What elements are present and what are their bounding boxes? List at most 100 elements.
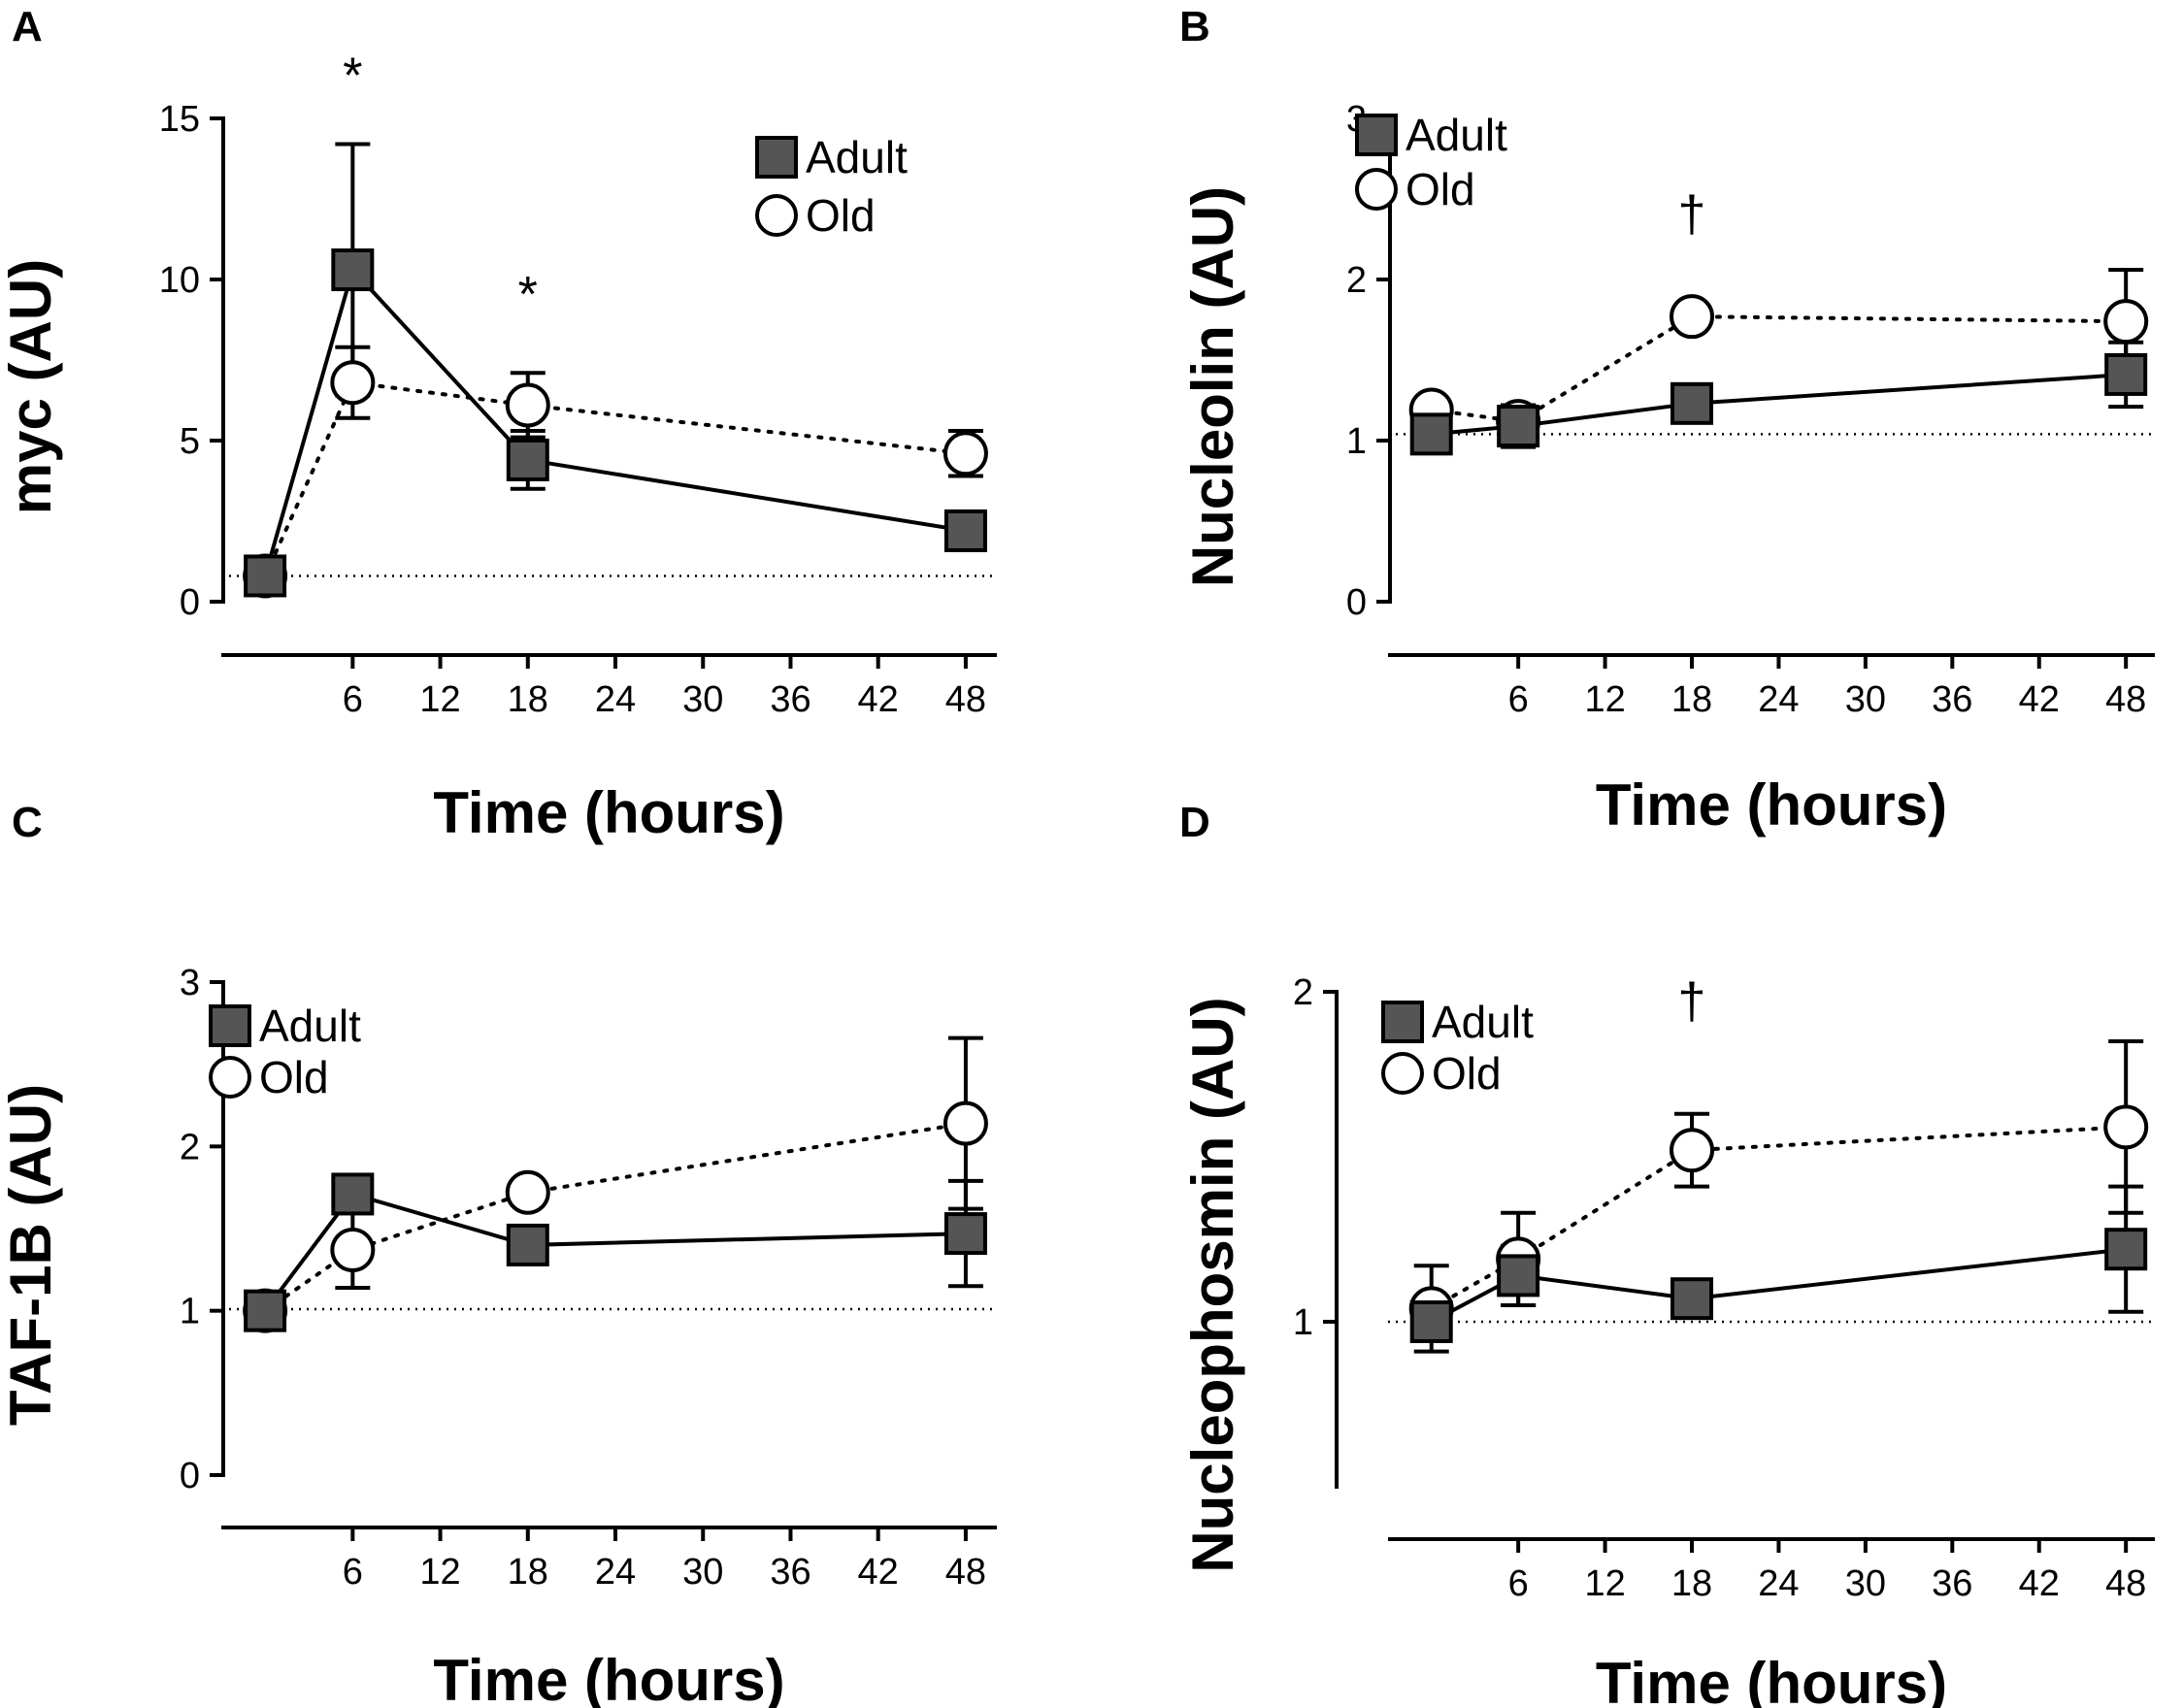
x-axis-title: Time (hours)	[1596, 1651, 1947, 1708]
x-tick-label: 12	[419, 1552, 460, 1593]
data-point-adult	[1670, 381, 1714, 425]
x-tick-label: 48	[945, 1552, 986, 1593]
data-point-old	[1670, 294, 1715, 340]
legend-label-adult: Adult	[1432, 997, 1534, 1047]
panel-letter: B	[1179, 3, 1210, 50]
data-point-old	[2103, 299, 2149, 345]
x-tick-label: 36	[770, 1552, 810, 1593]
y-tick-label: 1	[180, 1292, 200, 1332]
data-point-old	[505, 382, 550, 428]
data-point-adult	[1497, 1254, 1540, 1297]
x-tick-label: 42	[2019, 1563, 2060, 1604]
x-axis-title: Time (hours)	[433, 780, 784, 845]
legend-label-old: Old	[1432, 1048, 1502, 1099]
legend-label-adult: Adult	[806, 132, 908, 182]
x-tick-label: 6	[343, 1552, 363, 1593]
y-tick-label: 1	[1346, 421, 1367, 462]
x-tick-label: 36	[1932, 1563, 1972, 1604]
significance-marker: *	[518, 267, 538, 323]
data-point-adult	[1409, 412, 1453, 456]
data-point-adult	[506, 438, 549, 481]
legend-symbol-adult	[755, 136, 798, 179]
x-tick-label: 12	[419, 679, 460, 720]
legend-symbol-old	[1355, 168, 1398, 211]
series-line-adult	[263, 266, 968, 578]
data-point-adult	[506, 1223, 549, 1266]
series-line-old	[1429, 1125, 2129, 1311]
data-point-old	[2103, 1104, 2149, 1150]
x-tick-label: 18	[1671, 1563, 1712, 1604]
legend-symbol-adult	[209, 1004, 251, 1047]
legend-label-adult: Adult	[1406, 110, 1507, 160]
data-point-adult	[943, 1212, 987, 1256]
x-axis-title: Time (hours)	[433, 1648, 784, 1708]
data-point-old	[1670, 1128, 1715, 1173]
y-axis-title: myc (AU)	[0, 259, 63, 514]
x-tick-label: 18	[508, 1552, 548, 1593]
legend-symbol-adult	[1381, 1001, 1424, 1043]
series-line-adult	[1429, 1247, 2129, 1324]
significance-marker: *	[343, 48, 362, 104]
panel-a: A 0 5 10 15 6 12 18 24 30 36 42 48 Time (hours) myc (A…	[0, 3, 997, 845]
legend-symbol-old	[755, 194, 798, 237]
data-point-adult	[1409, 1300, 1453, 1343]
x-tick-label: 12	[1584, 1563, 1625, 1604]
y-tick-label: 0	[1346, 582, 1367, 623]
y-tick-label: 2	[1293, 972, 1313, 1013]
x-tick-label: 24	[595, 679, 636, 720]
x-tick-label: 48	[2105, 1563, 2146, 1604]
y-tick-label: 10	[159, 260, 200, 301]
y-tick-label: 0	[180, 1456, 200, 1496]
data-point-adult	[244, 554, 287, 598]
series-line-old	[1429, 314, 2129, 424]
x-tick-label: 24	[1758, 679, 1799, 720]
data-point-adult	[244, 1289, 287, 1332]
y-tick-label: 1	[1293, 1302, 1313, 1343]
data-point-adult	[2104, 1228, 2148, 1271]
legend-symbol-adult	[1355, 114, 1398, 156]
x-tick-label: 42	[858, 1552, 899, 1593]
data-point-adult	[1670, 1277, 1714, 1321]
data-point-old	[505, 1169, 550, 1215]
legend-label-adult: Adult	[259, 1001, 361, 1051]
significance-marker: †	[1678, 186, 1706, 243]
x-axis-title: Time (hours)	[1596, 772, 1947, 838]
y-tick-label: 5	[180, 421, 200, 462]
data-point-adult	[2104, 352, 2148, 396]
x-tick-label: 6	[343, 679, 363, 720]
x-tick-label: 18	[1671, 679, 1712, 720]
x-tick-label: 30	[682, 1552, 723, 1593]
legend-symbol-old	[209, 1056, 251, 1099]
y-axis-title: Nucleophosmin (AU)	[1180, 997, 1245, 1572]
x-tick-label: 36	[770, 679, 810, 720]
series-line-old	[263, 1121, 968, 1313]
x-tick-label: 42	[2019, 679, 2060, 720]
legend-label-old: Old	[1406, 164, 1475, 214]
panel-letter: D	[1179, 799, 1210, 846]
data-point-old	[943, 431, 988, 476]
x-tick-label: 24	[1758, 1563, 1799, 1604]
x-tick-label: 42	[858, 679, 899, 720]
y-tick-label: 0	[180, 582, 200, 623]
x-tick-label: 6	[1508, 1563, 1529, 1604]
y-tick-label: 2	[1346, 260, 1367, 301]
y-tick-label: 3	[180, 963, 200, 1003]
panel-letter: C	[12, 799, 43, 846]
data-point-old	[330, 1228, 376, 1273]
x-tick-label: 24	[595, 1552, 636, 1593]
panel-b: B0123612182430364248Time (hours)Nucleoli…	[1179, 3, 2155, 838]
significance-marker: †	[1678, 973, 1706, 1030]
x-tick-label: 30	[1845, 679, 1886, 720]
x-tick-label: 18	[508, 679, 548, 720]
y-tick-label: 15	[159, 99, 200, 140]
data-point-adult	[943, 509, 987, 552]
legend-label-old: Old	[806, 190, 876, 241]
data-point-old	[330, 360, 376, 406]
legend-label-old: Old	[259, 1052, 329, 1102]
data-point-adult	[331, 1172, 375, 1216]
x-tick-label: 12	[1584, 679, 1625, 720]
data-point-old	[943, 1100, 988, 1146]
